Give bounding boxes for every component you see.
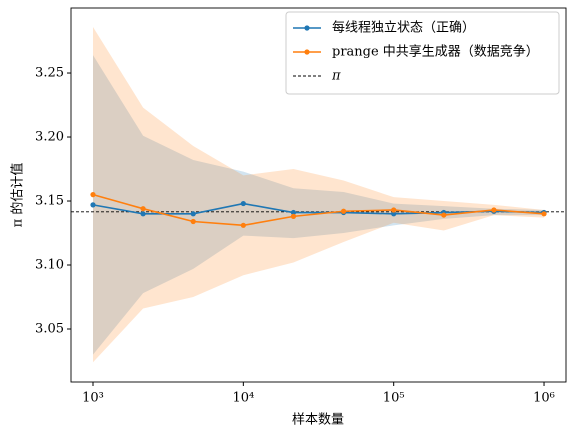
y-axis-label: π 的估计值 xyxy=(10,163,26,228)
data-point xyxy=(190,211,196,217)
x-tick-label: 10⁵ xyxy=(383,391,405,406)
data-point xyxy=(190,218,196,225)
data-point xyxy=(290,209,297,216)
y-tick-label: 3.20 xyxy=(35,130,64,145)
x-tick-label: 10⁴ xyxy=(232,391,254,406)
confidence-band xyxy=(92,55,545,355)
plot-frame xyxy=(70,7,567,383)
legend-box xyxy=(285,11,560,95)
x-tick-label: 10⁶ xyxy=(533,391,555,406)
data-point xyxy=(391,207,397,213)
data-point xyxy=(290,213,297,219)
data-point xyxy=(140,211,146,217)
data-point xyxy=(441,212,447,218)
data-point xyxy=(240,200,246,207)
data-point xyxy=(491,207,497,213)
data-point xyxy=(391,211,397,217)
series-line xyxy=(92,193,545,227)
x-tick-label: 10³ xyxy=(82,391,104,406)
legend-marker xyxy=(304,49,310,55)
y-tick-label: 3.10 xyxy=(35,258,64,273)
legend-label: π xyxy=(331,69,341,84)
data-point xyxy=(90,202,96,208)
y-tick-label: 3.15 xyxy=(35,194,64,209)
data-point xyxy=(340,208,347,214)
legend-label: 每线程独立状态（正确） xyxy=(332,20,475,36)
y-tick-label: 3.05 xyxy=(35,322,64,337)
x-axis-label: 样本数量 xyxy=(292,413,344,428)
confidence-band xyxy=(92,26,545,363)
y-tick-label: 3.25 xyxy=(35,66,64,81)
data-point xyxy=(90,192,96,198)
data-point xyxy=(240,222,246,228)
legend-label: prange 中共享生成器（数据竞争） xyxy=(332,44,539,60)
legend-marker xyxy=(304,25,310,31)
data-point xyxy=(541,211,547,217)
data-point xyxy=(140,206,146,212)
